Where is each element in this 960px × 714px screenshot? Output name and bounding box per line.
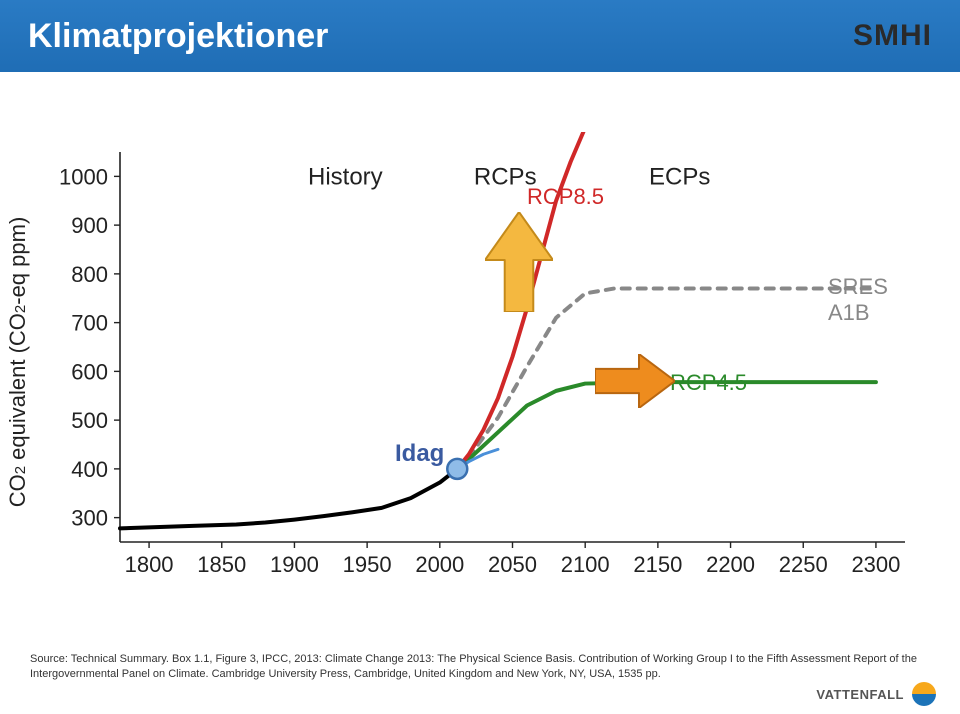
page-title: Klimatprojektioner: [28, 17, 328, 56]
co2-projection-chart: 300 400 500 600 700 800 900 1000 1800 1850 1900 195…: [40, 132, 920, 592]
svg-text:2300: 2300: [851, 552, 900, 577]
vattenfall-logo-text: VATTENFALL: [816, 687, 904, 702]
svg-text:1800: 1800: [125, 552, 174, 577]
arrow-right-icon: [595, 354, 675, 408]
svg-text:900: 900: [71, 213, 108, 238]
svg-text:2000: 2000: [415, 552, 464, 577]
svg-text:2100: 2100: [561, 552, 610, 577]
svg-text:2050: 2050: [488, 552, 537, 577]
svg-text:1850: 1850: [197, 552, 246, 577]
svg-text:400: 400: [71, 457, 108, 482]
svg-text:600: 600: [71, 359, 108, 384]
svg-text:1000: 1000: [59, 164, 108, 189]
svg-text:500: 500: [71, 408, 108, 433]
svg-text:1900: 1900: [270, 552, 319, 577]
idag-label: Idag: [395, 440, 444, 468]
svg-text:800: 800: [71, 262, 108, 287]
svg-text:1950: 1950: [343, 552, 392, 577]
chart-canvas: 300 400 500 600 700 800 900 1000 1800 1850 1900 195…: [40, 132, 920, 592]
svg-text:History: History: [308, 164, 383, 191]
y-axis-label: CO2 equivalent (CO2-eq ppm): [5, 217, 31, 508]
svg-text:2150: 2150: [633, 552, 682, 577]
svg-text:2250: 2250: [779, 552, 828, 577]
smhi-logo: SMHI: [853, 19, 932, 53]
svg-text:300: 300: [71, 506, 108, 531]
arrow-up-icon: [485, 212, 553, 312]
svg-text:2200: 2200: [706, 552, 755, 577]
source-citation: Source: Technical Summary. Box 1.1, Figu…: [30, 652, 930, 682]
vattenfall-logo: VATTENFALL: [816, 680, 938, 708]
header-bar: Klimatprojektioner SMHI: [0, 0, 960, 72]
sres-a1b-label: SRES A1B: [828, 274, 920, 326]
rcp45-label: RCP4.5: [670, 370, 747, 396]
svg-text:700: 700: [71, 311, 108, 336]
svg-text:ECPs: ECPs: [649, 164, 710, 191]
vattenfall-logo-icon: [910, 680, 938, 708]
rcp85-label: RCP8.5: [527, 184, 604, 210]
